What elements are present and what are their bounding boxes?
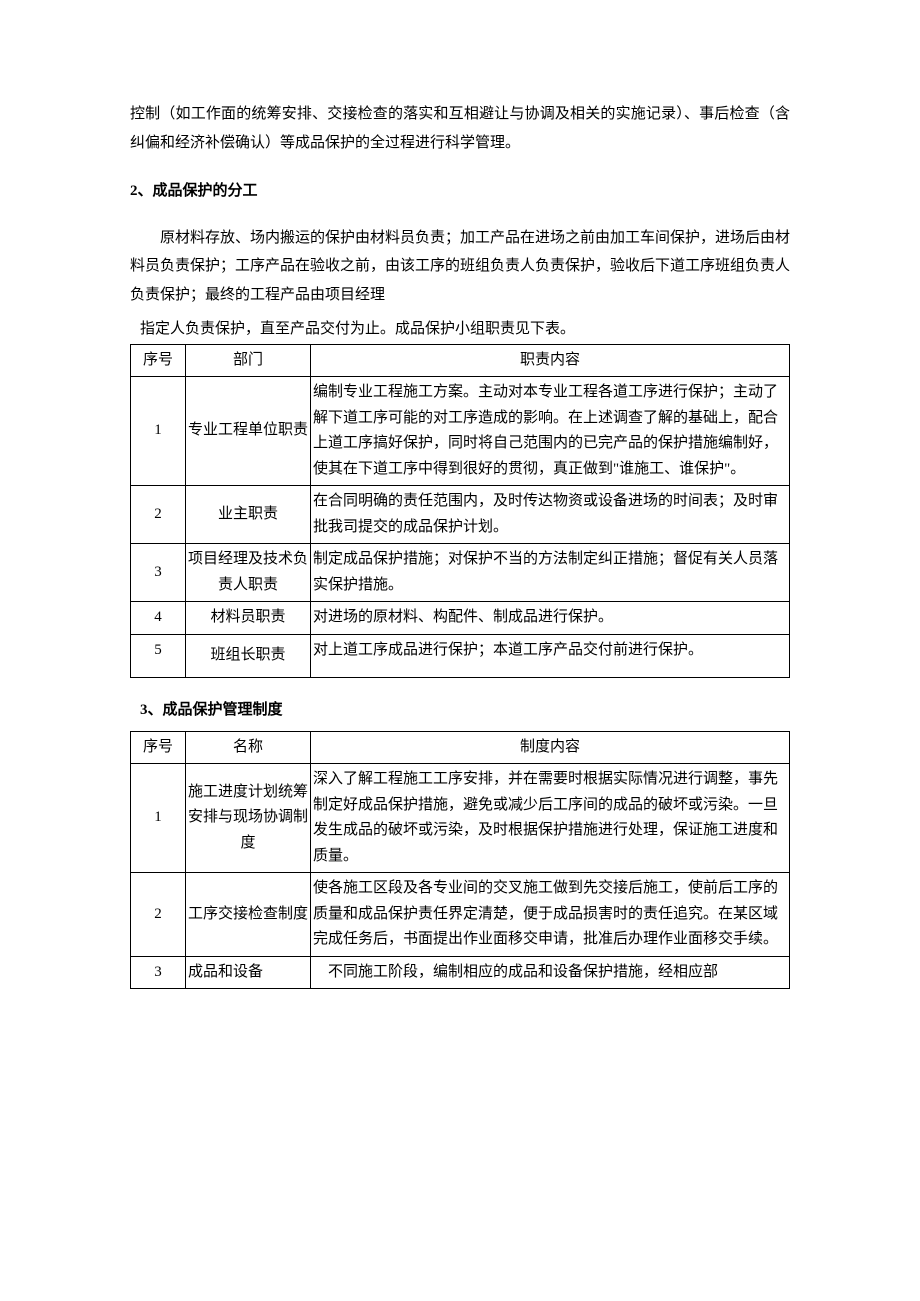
table-systems: 序号 名称 制度内容 1 施工进度计划统筹安排与现场协调制度 深入了解工程施工工… — [130, 731, 790, 990]
cell-name: 施工进度计划统筹安排与现场协调制度 — [186, 764, 311, 873]
cell-seq: 5 — [131, 634, 186, 678]
table-row: 3 项目经理及技术负责人职责 制定成品保护措施；对保护不当的方法制定纠正措施；督… — [131, 544, 790, 602]
cell-dept: 业主职责 — [186, 486, 311, 544]
cell-seq: 1 — [131, 377, 186, 486]
cell-name: 工序交接检查制度 — [186, 873, 311, 957]
table-header-row: 序号 部门 职责内容 — [131, 344, 790, 377]
cell-seq: 1 — [131, 764, 186, 873]
cell-seq: 2 — [131, 486, 186, 544]
cell-content: 制定成品保护措施；对保护不当的方法制定纠正措施；督促有关人员落实保护措施。 — [311, 544, 790, 602]
table-row: 2 工序交接检查制度 使各施工区段及各专业间的交叉施工做到先交接后施工，使前后工… — [131, 873, 790, 957]
cell-dept: 项目经理及技术负责人职责 — [186, 544, 311, 602]
th-dept: 部门 — [186, 344, 311, 377]
th-seq: 序号 — [131, 344, 186, 377]
table-header-row: 序号 名称 制度内容 — [131, 731, 790, 764]
cell-seq: 2 — [131, 873, 186, 957]
cell-dept: 班组长职责 — [186, 634, 311, 678]
cell-content: 对进场的原材料、构配件、制成品进行保护。 — [311, 602, 790, 635]
table-row: 3 成品和设备 不同施工阶段，编制相应的成品和设备保护措施，经相应部 — [131, 956, 790, 989]
table-row: 5 班组长职责 对上道工序成品进行保护；本道工序产品交付前进行保护。 — [131, 634, 790, 678]
table-row: 4 材料员职责 对进场的原材料、构配件、制成品进行保护。 — [131, 602, 790, 635]
paragraph-continuation: 控制（如工作面的统筹安排、交接检查的落实和互相避让与协调及相关的实施记录）、事后… — [130, 100, 790, 157]
cell-content: 深入了解工程施工工序安排，并在需要时根据实际情况进行调整，事先制定好成品保护措施… — [311, 764, 790, 873]
cell-content: 使各施工区段及各专业间的交叉施工做到先交接后施工，使前后工序的质量和成品保护责任… — [311, 873, 790, 957]
cell-seq: 3 — [131, 956, 186, 989]
cell-seq: 3 — [131, 544, 186, 602]
paragraph-body-b: 指定人负责保护，直至产品交付为止。成品保护小组职责见下表。 — [140, 315, 790, 344]
cell-dept: 专业工程单位职责 — [186, 377, 311, 486]
cell-content: 对上道工序成品进行保护；本道工序产品交付前进行保护。 — [311, 634, 790, 678]
th-content: 职责内容 — [311, 344, 790, 377]
cell-content: 在合同明确的责任范围内，及时传达物资或设备进场的时间表；及时审批我司提交的成品保… — [311, 486, 790, 544]
paragraph-body-a: 原材料存放、场内搬运的保护由材料员负责；加工产品在进场之前由加工车间保护，进场后… — [130, 224, 790, 310]
table-row: 1 专业工程单位职责 编制专业工程施工方案。主动对本专业工程各道工序进行保护；主… — [131, 377, 790, 486]
th-content: 制度内容 — [311, 731, 790, 764]
th-seq: 序号 — [131, 731, 186, 764]
cell-seq: 4 — [131, 602, 186, 635]
cell-dept: 材料员职责 — [186, 602, 311, 635]
table-row: 2 业主职责 在合同明确的责任范围内，及时传达物资或设备进场的时间表；及时审批我… — [131, 486, 790, 544]
heading-section-3: 3、成品保护管理制度 — [140, 696, 790, 725]
table-responsibilities: 序号 部门 职责内容 1 专业工程单位职责 编制专业工程施工方案。主动对本专业工… — [130, 344, 790, 679]
cell-content: 编制专业工程施工方案。主动对本专业工程各道工序进行保护；主动了解下道工序可能的对… — [311, 377, 790, 486]
heading-section-2: 2、成品保护的分工 — [130, 177, 790, 206]
cell-content: 不同施工阶段，编制相应的成品和设备保护措施，经相应部 — [311, 956, 790, 989]
th-name: 名称 — [186, 731, 311, 764]
cell-name: 成品和设备 — [186, 956, 311, 989]
table-row: 1 施工进度计划统筹安排与现场协调制度 深入了解工程施工工序安排，并在需要时根据… — [131, 764, 790, 873]
